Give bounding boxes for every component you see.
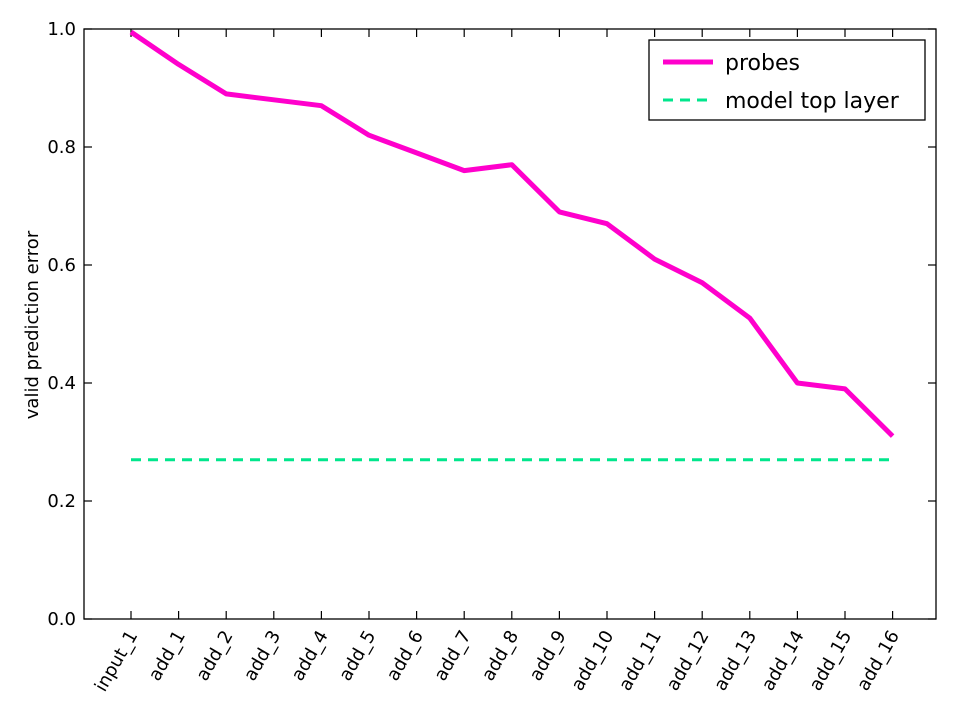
x-tick-label: add_8 [478, 627, 523, 685]
x-tick-label: input_1 [91, 627, 143, 695]
x-tick-label: add_3 [240, 627, 285, 685]
x-tick-label: add_14 [758, 627, 809, 694]
legend-label-model-top-layer: model top layer [725, 89, 900, 114]
legend: probes model top layer [648, 39, 926, 121]
y-tick-label: 0.8 [47, 137, 76, 158]
x-tick-label: add_5 [335, 627, 380, 685]
legend-label-probes: probes [725, 51, 800, 76]
x-tick-label: add_7 [430, 627, 475, 685]
x-tick-label: add_9 [525, 627, 570, 685]
y-tick-label: 0.0 [47, 609, 76, 630]
x-tick-label: add_15 [805, 627, 856, 694]
x-tick-label: add_11 [615, 627, 666, 694]
y-axis-ticks: 0.0 0.2 0.4 0.6 0.8 1.0 [47, 19, 936, 630]
x-tick-label: add_10 [567, 627, 618, 694]
x-tick-label: add_16 [853, 627, 904, 694]
y-axis-label: valid prediction error [22, 230, 43, 419]
plot-series [129, 29, 895, 462]
x-tick-label: add_13 [710, 627, 761, 694]
y-tick-label: 0.4 [47, 373, 76, 394]
legend-box [648, 39, 926, 121]
y-tick-label: 1.0 [47, 19, 76, 40]
x-tick-label: add_4 [287, 627, 332, 685]
y-tick-label: 0.6 [47, 255, 76, 276]
x-tick-label: add_2 [192, 627, 237, 685]
plot-frame [83, 28, 937, 620]
x-tick-label: add_6 [383, 627, 428, 685]
y-tick-label: 0.2 [47, 491, 76, 512]
x-tick-label: add_1 [145, 627, 190, 685]
x-tick-label: add_12 [662, 627, 713, 694]
